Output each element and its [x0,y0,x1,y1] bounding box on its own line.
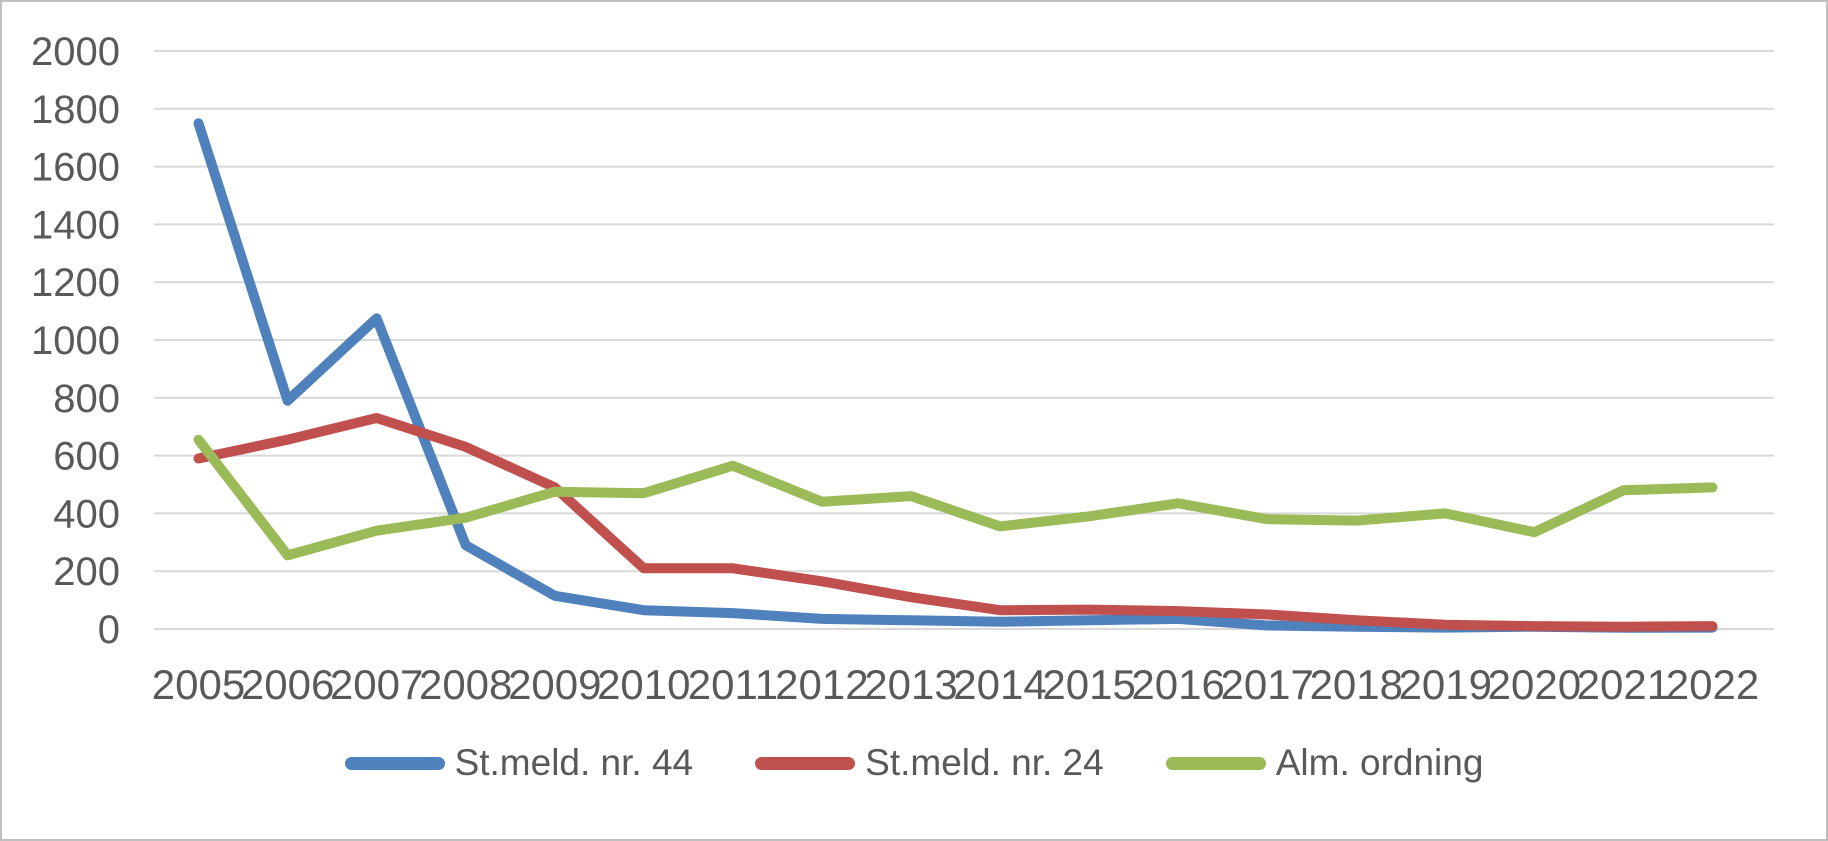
x-axis-tick-label: 2006 [241,661,334,708]
y-axis-tick-label: 2000 [31,30,120,74]
y-axis-tick-label: 1000 [31,319,120,363]
x-axis-tick-label: 2020 [1488,661,1581,708]
legend-label: St.meld. nr. 44 [454,742,694,783]
x-axis-tick-label: 2021 [1577,661,1670,708]
x-axis-tick-label: 2008 [419,661,512,708]
y-axis-tick-label: 1800 [31,88,120,132]
x-axis-tick-label: 2018 [1310,661,1403,708]
y-axis-tick-label: 400 [53,492,120,536]
x-axis-tick-label: 2014 [953,661,1046,708]
legend-label: St.meld. nr. 24 [865,742,1104,783]
x-axis-tick-label: 2011 [688,661,778,708]
x-axis-tick-label: 2012 [775,661,868,708]
y-axis-tick-label: 1200 [31,261,120,305]
series-line-st-meld-nr-24 [193,413,1718,632]
x-axis-tick-label: 2019 [1399,661,1492,708]
legend-item-stmeld-nr-24: St.meld. nr. 24 [755,742,1104,784]
series-line-alm-ordning [193,434,1718,561]
legend-swatch-blue-line [344,756,445,770]
legend-item-alm-ordning: Alm. ordning [1165,742,1484,784]
series-line-st-meld-nr-44 [193,118,1718,633]
x-axis-tick-label: 2009 [508,661,601,708]
y-axis-tick-label: 1400 [31,203,120,247]
x-axis-tick-label: 2016 [1131,661,1224,708]
legend: St.meld. nr. 44 St.meld. nr. 24 Alm. ord… [2,742,1826,784]
y-axis-tick-label: 200 [53,550,120,594]
legend-item-stmeld-nr-44: St.meld. nr. 44 [344,742,694,784]
x-axis-tick-label: 2022 [1666,661,1759,708]
legend-label: Alm. ordning [1275,742,1484,783]
legend-swatch-green-line [1165,756,1266,770]
x-axis-tick-label: 2005 [152,661,245,708]
x-axis-tick-label: 2017 [1220,661,1313,708]
y-axis-tick-label: 1600 [31,146,120,190]
y-axis-tick-label: 0 [98,608,120,652]
x-axis-tick-label: 2015 [1042,661,1135,708]
legend-swatch-red-line [755,756,856,770]
x-axis-tick-label: 2007 [330,661,423,708]
x-axis-tick-label: 2010 [597,661,690,708]
y-axis-tick-label: 800 [53,377,120,421]
y-axis-tick-label: 600 [53,435,120,479]
x-axis-tick-label: 2013 [864,661,957,708]
